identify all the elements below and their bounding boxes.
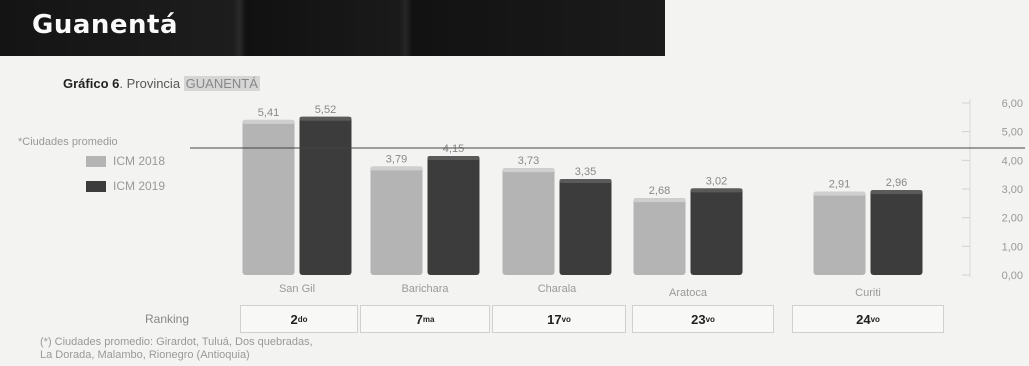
bar-top-highlight <box>427 156 480 161</box>
data-label: 5,41 <box>258 107 279 119</box>
data-label: 4,15 <box>443 143 464 155</box>
footnote: (*) Ciudades promedio: Girardot, Tuluá, … <box>40 336 313 362</box>
legend-item-2019: ICM 2019 <box>86 179 165 193</box>
legend-note: *Ciudades promedio <box>18 136 118 148</box>
bar <box>690 188 743 275</box>
bar <box>299 116 352 275</box>
banner-title: Guanentá <box>32 10 179 40</box>
ranking-label: Ranking <box>145 312 190 326</box>
bar <box>559 178 612 275</box>
legend-item-2018: ICM 2018 <box>86 154 165 168</box>
bar <box>427 156 480 275</box>
legend-swatch <box>86 155 106 167</box>
bar-top-highlight <box>813 191 866 196</box>
bar-top-highlight <box>502 168 555 173</box>
legend-label: ICM 2018 <box>113 154 166 168</box>
data-label: 2,68 <box>649 185 670 197</box>
ranking-box: 17 vo <box>492 305 626 333</box>
footnote-line: (*) Ciudades promedio: Girardot, Tuluá, … <box>40 336 313 348</box>
ranking-box: 2 do <box>240 305 358 333</box>
figure-highlight: GUANENTÁ <box>183 76 260 91</box>
y-tick-label: 2,00 <box>1002 213 1023 225</box>
bar <box>502 168 555 275</box>
data-label: 3,79 <box>386 153 407 165</box>
bar-top-highlight <box>370 166 423 171</box>
y-tick-label: 4,00 <box>1002 155 1023 167</box>
ranking-box: 24 vo <box>792 305 944 333</box>
category-label: Aratoca <box>669 287 708 299</box>
figure-label: Gráfico 6 <box>63 76 120 91</box>
title-banner: Guanentá <box>0 0 665 56</box>
bar <box>633 198 686 275</box>
data-label: 3,73 <box>518 155 539 167</box>
bar <box>813 191 866 275</box>
category-label: San Gil <box>279 283 315 295</box>
ranking-box: 23 vo <box>632 305 774 333</box>
footnote-line: La Dorada, Malambo, Rionegro (Antioquia) <box>40 349 250 361</box>
bar-top-highlight <box>559 178 612 183</box>
legend-label: ICM 2019 <box>113 179 166 193</box>
bar <box>242 119 295 275</box>
bar-top-highlight <box>299 116 352 121</box>
bar <box>370 166 423 275</box>
y-tick-label: 6,00 <box>1002 98 1023 110</box>
data-label: 2,96 <box>886 177 907 189</box>
y-tick-label: 0,00 <box>1002 270 1023 282</box>
ranking-box: 7 ma <box>360 305 490 333</box>
chart-title: Gráfico 6. Provincia GUANENTÁ <box>63 76 260 91</box>
y-tick-label: 5,00 <box>1002 127 1023 139</box>
data-label: 5,52 <box>315 104 336 116</box>
data-label: 3,35 <box>575 166 596 178</box>
bar-top-highlight <box>633 198 686 203</box>
data-label: 3,02 <box>706 175 727 187</box>
category-label: Barichara <box>401 283 449 295</box>
bar <box>870 190 923 275</box>
bar-top-highlight <box>242 119 295 124</box>
data-label: 2,91 <box>829 179 850 191</box>
category-label: Curiti <box>855 287 881 299</box>
bar-top-highlight <box>870 190 923 195</box>
bar-top-highlight <box>690 188 743 193</box>
legend-swatch <box>86 180 106 192</box>
category-label: Charala <box>538 283 577 295</box>
y-tick-label: 3,00 <box>1002 184 1023 196</box>
figure-separator: . Provincia <box>119 76 184 91</box>
y-tick-label: 1,00 <box>1002 241 1023 253</box>
